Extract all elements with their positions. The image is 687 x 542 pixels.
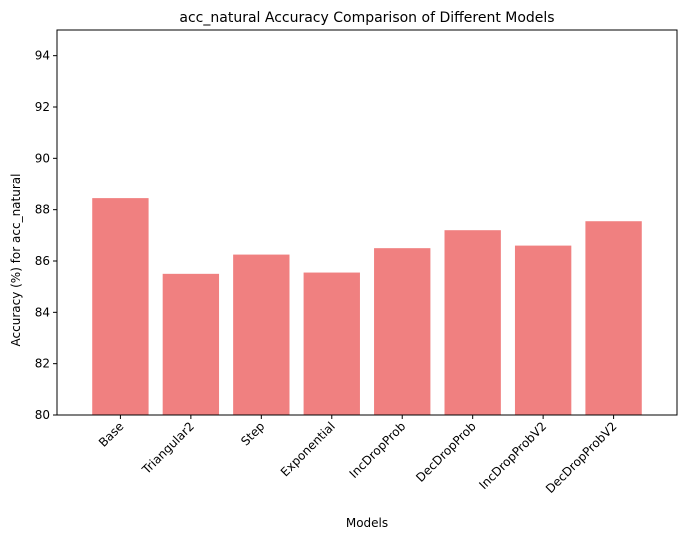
x-tick-label: Triangular2: [139, 419, 197, 477]
y-tick-label: 86: [35, 254, 50, 268]
x-axis-label: Models: [346, 516, 388, 530]
x-tick-label: DecDropProb: [413, 419, 479, 485]
x-tick-label: IncDropProb: [347, 419, 409, 481]
y-tick-label: 94: [35, 49, 50, 63]
x-tick-label: DecDropProbV2: [543, 419, 620, 496]
x-tick-label: Exponential: [278, 419, 338, 479]
y-tick-label: 92: [35, 100, 50, 114]
plot-area: 80 82 84 86 88 90 92 94 Base Triangular2 Step Expon…: [35, 29, 678, 496]
bar-incdropprob: [374, 248, 431, 415]
y-tick-label: 82: [35, 357, 50, 371]
bar-decdropprob: [444, 230, 501, 415]
bar-decdropprobv2: [585, 221, 642, 415]
bar-triangular2: [162, 273, 220, 415]
x-tick-label: Base: [96, 419, 127, 450]
y-tick-label: 88: [35, 203, 50, 217]
x-tick-label: IncDropProbV2: [476, 419, 549, 492]
y-axis-label: Accuracy (%) for acc_natural: [9, 174, 23, 347]
x-tick-label: Step: [238, 419, 267, 448]
chart-title: acc_natural Accuracy Comparison of Diffe…: [179, 10, 554, 26]
bar-base: [92, 198, 149, 415]
y-tick-label: 80: [35, 408, 50, 422]
bar-incdropprobv2: [514, 245, 572, 415]
axes-frame: [56, 29, 678, 416]
bar-step: [233, 254, 290, 415]
y-tick-label: 90: [35, 151, 50, 165]
y-tick-label: 84: [35, 305, 50, 319]
bar-exponential: [303, 272, 360, 415]
